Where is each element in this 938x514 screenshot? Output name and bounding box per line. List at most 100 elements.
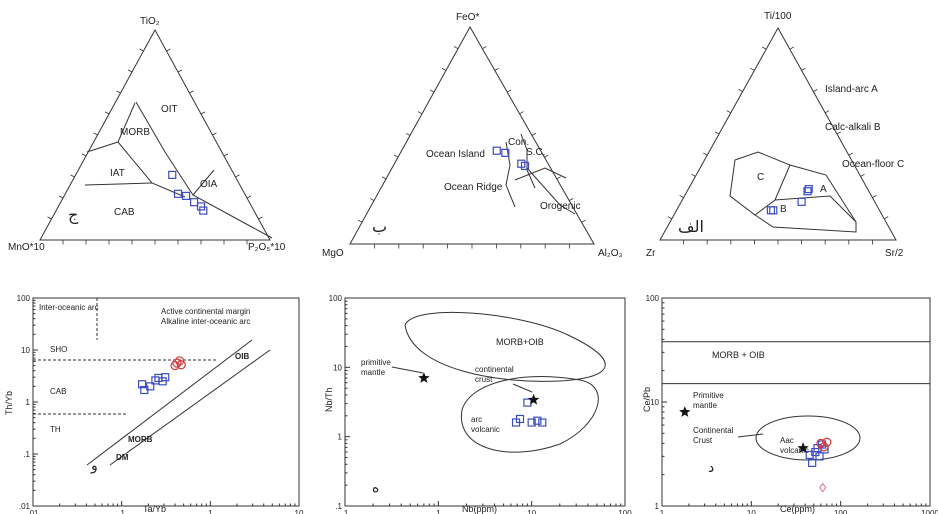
- plot-1-xlabel: Ta/Yb: [143, 504, 166, 514]
- plot-1-sample-red-2: [172, 358, 182, 368]
- ternary-1-boundary-iat: [117, 102, 186, 198]
- ternary-2-feo-mgo-al2o3: [349, 25, 595, 249]
- plot-2-arc-volcanic-label-2: volcanic: [471, 425, 500, 434]
- ternary-1-tick: [104, 111, 110, 115]
- ternary-2-tick: [581, 219, 586, 223]
- plot-2-ytick-label: 100: [329, 294, 343, 303]
- plot-1-annotation-alkaline: Alkaline inter-oceanic arc: [161, 317, 250, 326]
- ternary-1-tick: [223, 153, 229, 157]
- ternary-1-vertex-right: P₂O₅*10: [248, 242, 286, 253]
- ternary-1-tick: [93, 132, 98, 136]
- ternary-1-field-iat: IAT: [110, 168, 125, 179]
- ternary-3-sample-3: [797, 197, 806, 206]
- plot-1-sample-blue-3: [146, 382, 155, 391]
- plot-2-xtick-label: 1: [436, 509, 441, 514]
- plot-1-sample-blue-7: [161, 373, 170, 382]
- plot-1-mantle-array-upper: [86, 339, 253, 466]
- plot-2-xtick-label: 100: [618, 509, 632, 514]
- plot-3-sample-blue-1: [805, 450, 814, 459]
- ternary-3-legend-c: Ocean-floor C: [842, 159, 904, 170]
- ternary-3-tick: [679, 195, 684, 198]
- ternary-1-tick: [127, 69, 133, 73]
- plot-1-sample-red-4: [176, 360, 186, 370]
- ternary-1-tick: [70, 174, 75, 178]
- ternary-1-tick: [81, 153, 87, 157]
- plot-1-xtick-label: .01: [27, 509, 39, 514]
- ternary-1-vertex-top: TiO₂: [140, 16, 160, 27]
- ternary-3-sample-5: [804, 185, 813, 194]
- ternary-2-tick: [429, 89, 435, 93]
- ternary-3-field-b: B: [780, 204, 787, 215]
- plot-1-annotation-active-margin: Active continental margin: [161, 307, 250, 316]
- plot-2-ytick-label: 1: [338, 433, 343, 442]
- ternary-2-field-orogenic: Orogenic: [540, 201, 581, 212]
- ternary-1-points: [168, 170, 208, 215]
- ternary-2-boundary-ridge: [514, 167, 567, 181]
- ternary-1-tick: [166, 48, 171, 52]
- ternary-2-boundary-con: [505, 141, 516, 208]
- plot-3-xtick-label: 1: [660, 509, 665, 514]
- plot-1-ytick-label: 1: [26, 398, 31, 407]
- plot-2-sample-blue-4: [527, 418, 536, 427]
- ternary-1-tick: [58, 195, 64, 199]
- plot-3-arc-volcanic-label: Aac: [780, 436, 794, 445]
- ternary-1-boundary-cab: [86, 141, 119, 153]
- ternary-2-tick: [369, 198, 375, 201]
- ternary-2-tick: [381, 176, 387, 180]
- ternary-3-tick: [848, 152, 853, 156]
- ternary-1-sample-1: [168, 170, 177, 179]
- plot-1-mantle-array-lower: [109, 349, 271, 466]
- plot-1-annotation-morb: MORB: [128, 435, 153, 444]
- plot-2-xtick-label: 10: [527, 509, 536, 514]
- plot-2-field-morb-oib: [404, 311, 606, 382]
- plot-3-continental-crust-label-2: Crust: [693, 436, 713, 445]
- ternary-3-tick: [750, 67, 755, 71]
- ternary-2-tick: [393, 154, 399, 158]
- plot-3-reference-star-2: [797, 442, 809, 453]
- plot-thyb-tayb: .01 .1 1 10 .01 .1 1 10 100: [17, 294, 304, 514]
- plot-1-annotation-th: TH: [50, 425, 61, 434]
- ternary-1-field-morb: MORB: [120, 127, 150, 138]
- ternary-2-panel-label: ب: [372, 217, 387, 236]
- ternary-2-vertex-right: Al₂O₃: [598, 248, 623, 259]
- ternary-2-tick: [405, 132, 411, 136]
- ternary-1-tick: [258, 216, 263, 220]
- plot-2-primitive-mantle-label-2: mantle: [361, 368, 386, 377]
- ternary-1-boundary-cab-base: [84, 182, 153, 186]
- ternary-2-tick: [531, 132, 537, 136]
- ternary-1-field-cab: CAB: [114, 207, 135, 218]
- ternary-1-sample-5: [196, 202, 206, 211]
- plot-2-ticks: .1 1 10 100 .1 1 10 100: [329, 294, 633, 514]
- ternary-2-field-con: Con.: [508, 137, 529, 148]
- ternary-3-points: [766, 185, 813, 215]
- plot-2-arc-volcanic-label: arc: [471, 415, 482, 424]
- ternary-1-tick: [116, 90, 121, 94]
- plot-3-reference-star-1: [679, 406, 691, 417]
- plot-3-continental-crust-label: Continental: [693, 426, 734, 435]
- plot-1-xtick-label: 1: [208, 509, 213, 514]
- ternary-1-boundary-oia: [192, 169, 215, 196]
- plot-1-points: [137, 356, 186, 395]
- ternary-2-field-ocean-island: Ocean Island: [426, 149, 485, 160]
- plot-1-ytick-label: 100: [17, 294, 31, 303]
- plot-2-primitive-mantle-label: primitive: [361, 358, 391, 367]
- ternary-2-sample-1: [492, 146, 501, 155]
- ternary-1-tio2-mno-p2o5: [39, 28, 273, 245]
- plot-3-xlabel: Ce(ppm): [780, 504, 815, 514]
- plot-2-xlabel: Nb(ppm): [462, 504, 497, 514]
- plot-2-sample-blue-5: [533, 416, 542, 425]
- ternary-2-sample-2: [501, 148, 510, 157]
- ternary-3-tick: [884, 216, 889, 220]
- ternary-3-tick: [813, 89, 818, 92]
- plot-2-field-morb-oib-label: MORB+OIB: [496, 337, 544, 347]
- ternary-2-vertex-top: FeO*: [456, 12, 479, 23]
- ternary-2-tick: [357, 219, 363, 223]
- ternary-3-tick: [872, 195, 877, 198]
- plot-2-field-arc-volcanic: [460, 376, 599, 453]
- plot-3-xtick-label: 10: [747, 509, 756, 514]
- plot-1-annotation-sho: SHO: [50, 345, 67, 354]
- ternary-1-sample-4: [190, 198, 199, 207]
- plot-2-cc-leader: [512, 383, 533, 393]
- ternary-2-points: [492, 146, 530, 170]
- plot-2-sample-blue-3: [523, 398, 532, 407]
